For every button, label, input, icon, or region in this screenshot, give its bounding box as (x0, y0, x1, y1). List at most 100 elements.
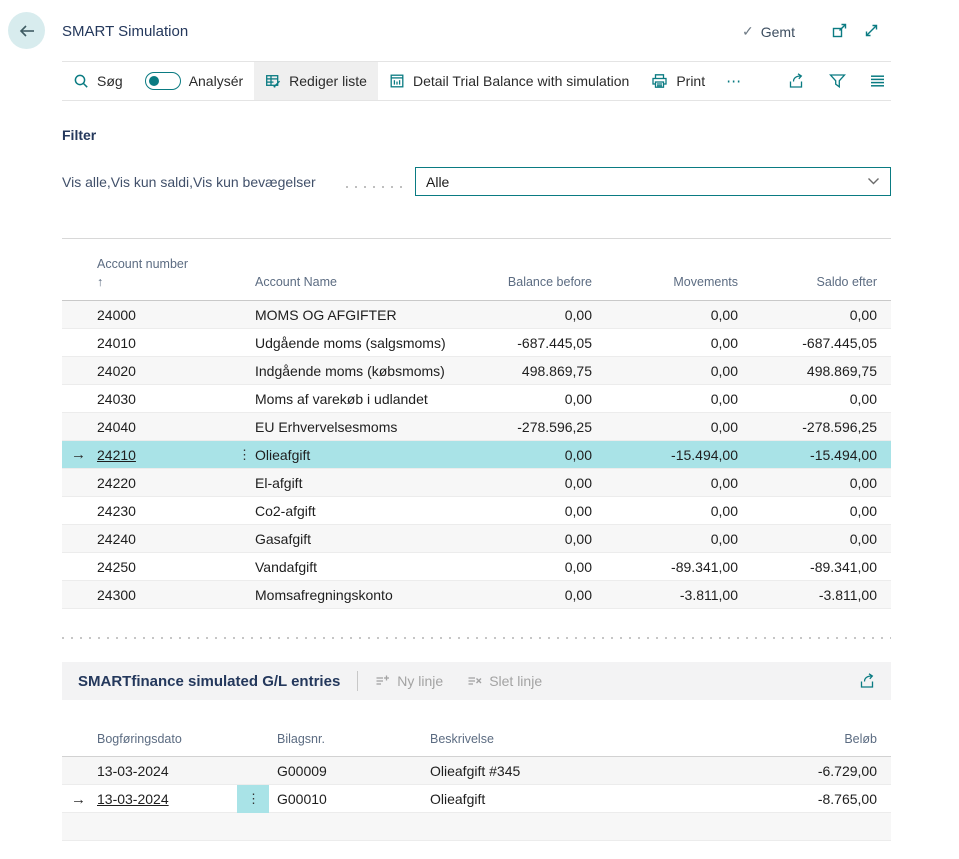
table-row[interactable]: → 24210 ⋮ Olieafgift 0,00 -15.494,00 -15… (62, 441, 891, 469)
panel-share-icon[interactable] (859, 673, 877, 689)
description-cell: Olieafgift #345 (430, 763, 662, 779)
balance-before-cell: 0,00 (447, 503, 592, 519)
account-number-cell[interactable]: 24230 (97, 503, 136, 519)
document-no-cell: G00009 (277, 763, 430, 779)
action-toolbar: Søg Analysér Rediger liste (62, 61, 891, 101)
table-row[interactable]: 24300 Momsafregningskonto 0,00 -3.811,00… (62, 581, 891, 609)
account-name-cell: Indgående moms (købsmoms) (255, 363, 447, 379)
table-row[interactable]: 24220 El-afgift 0,00 0,00 0,00 (62, 469, 891, 497)
row-context-menu-icon[interactable]: ⋮ (247, 791, 259, 807)
column-header-account-number[interactable]: Account number ↑ (97, 256, 255, 300)
column-header-balance-before[interactable]: Balance before (447, 274, 592, 301)
table-row[interactable]: 24040 EU Erhvervelsesmoms -278.596,25 0,… (62, 413, 891, 441)
share-icon[interactable] (788, 73, 806, 89)
analyze-toggle-group[interactable]: Analysér (134, 62, 254, 100)
filter-dropdown-value: Alle (426, 174, 449, 190)
column-header-saldo-efter[interactable]: Saldo efter (738, 274, 877, 301)
account-number-cell[interactable]: 24030 (97, 391, 136, 407)
saldo-efter-cell: -15.494,00 (738, 447, 877, 463)
entries-table-header: Bogføringsdato Bilagsnr. Beskrivelse Bel… (62, 700, 891, 757)
print-label: Print (676, 73, 705, 89)
saldo-efter-cell: 0,00 (738, 307, 877, 323)
movements-cell: -3.811,00 (592, 587, 738, 603)
table-row[interactable]: 24000 MOMS OG AFGIFTER 0,00 0,00 0,00 (62, 301, 891, 329)
back-button[interactable] (8, 12, 45, 49)
account-number-cell[interactable]: 24210 (97, 447, 136, 463)
balance-before-cell: 0,00 (447, 391, 592, 407)
balance-before-cell: 0,00 (447, 447, 592, 463)
account-number-cell[interactable]: 24250 (97, 559, 136, 575)
back-arrow-icon (17, 21, 37, 41)
printer-icon (651, 73, 668, 89)
expand-icon[interactable] (863, 22, 880, 39)
movements-cell: 0,00 (592, 307, 738, 323)
more-options-icon[interactable]: ⋯ (716, 72, 752, 90)
posting-date-cell[interactable]: 13-03-2024 (97, 791, 237, 807)
account-number-cell[interactable]: 24040 (97, 419, 136, 435)
account-name-cell: MOMS OG AFGIFTER (255, 307, 447, 323)
saldo-efter-cell: -89.341,00 (738, 559, 877, 575)
account-number-cell[interactable]: 24240 (97, 531, 136, 547)
document-no-cell: G00010 (277, 791, 430, 807)
column-header-belob[interactable]: Beløb (662, 731, 877, 757)
report-chart-icon (389, 73, 405, 89)
table-row[interactable]: 24010 Udgående moms (salgsmoms) -687.445… (62, 329, 891, 357)
column-header-bilagsnr[interactable]: Bilagsnr. (277, 731, 430, 757)
selected-row-arrow: → (62, 446, 97, 463)
table-row[interactable]: 24230 Co2-afgift 0,00 0,00 0,00 (62, 497, 891, 525)
amount-cell: -8.765,00 (662, 791, 877, 807)
account-number-cell[interactable]: 24220 (97, 475, 136, 491)
save-status: ✓ Gemt (742, 23, 795, 40)
balance-before-cell: 0,00 (447, 559, 592, 575)
list-view-icon[interactable] (869, 73, 886, 89)
column-header-movements[interactable]: Movements (592, 274, 738, 301)
table-row[interactable]: 24030 Moms af varekøb i udlandet 0,00 0,… (62, 385, 891, 413)
search-button[interactable]: Søg (62, 62, 134, 100)
balance-before-cell: 0,00 (447, 475, 592, 491)
table-row[interactable]: 24240 Gasafgift 0,00 0,00 0,00 (62, 525, 891, 553)
account-number-cell[interactable]: 24010 (97, 335, 136, 351)
movements-cell: 0,00 (592, 363, 738, 379)
saldo-efter-cell: -278.596,25 (738, 419, 877, 435)
account-number-cell[interactable]: 24020 (97, 363, 136, 379)
delete-line-button[interactable]: Slet linje (467, 673, 542, 689)
column-header-beskrivelse[interactable]: Beskrivelse (430, 731, 662, 757)
dotted-leader (346, 186, 408, 188)
filter-funnel-icon[interactable] (829, 73, 846, 89)
saldo-efter-cell: 0,00 (738, 531, 877, 547)
column-header-account-name[interactable]: Account Name (255, 274, 447, 301)
edit-list-button[interactable]: Rediger liste (254, 62, 378, 100)
entries-table-body: 13-03-2024 G00009 Olieafgift #345 -6.729… (62, 757, 891, 813)
balance-before-cell: 0,00 (447, 307, 592, 323)
table-row[interactable]: 13-03-2024 G00009 Olieafgift #345 -6.729… (62, 757, 891, 785)
row-context-menu-icon[interactable]: ⋮ (238, 447, 250, 463)
account-name-cell: El-afgift (255, 475, 447, 491)
movements-cell: 0,00 (592, 475, 738, 491)
account-name-cell: EU Erhvervelsesmoms (255, 419, 447, 435)
column-header-bogforingsdato[interactable]: Bogføringsdato (97, 731, 237, 757)
balance-before-cell: 498.869,75 (447, 363, 592, 379)
vertical-divider (357, 671, 358, 691)
account-number-cell[interactable]: 24300 (97, 587, 136, 603)
print-button[interactable]: Print (640, 62, 716, 100)
movements-cell: 0,00 (592, 531, 738, 547)
table-row[interactable]: 24020 Indgående moms (købsmoms) 498.869,… (62, 357, 891, 385)
report-button[interactable]: Detail Trial Balance with simulation (378, 62, 640, 100)
entries-panel-title: SMARTfinance simulated G/L entries (78, 673, 340, 690)
account-name-cell: Vandafgift (255, 559, 447, 575)
simulated-entries-panel: SMARTfinance simulated G/L entries Ny li… (62, 662, 891, 859)
account-number-cell[interactable]: 24000 (97, 307, 136, 323)
posting-date-cell[interactable]: 13-03-2024 (97, 763, 237, 779)
analyze-toggle[interactable] (145, 72, 181, 90)
table-row[interactable]: 24250 Vandafgift 0,00 -89.341,00 -89.341… (62, 553, 891, 581)
table-row[interactable]: → 13-03-2024 ⋮ G00010 Olieafgift -8.765,… (62, 785, 891, 813)
empty-row-filler (62, 813, 891, 841)
account-name-cell: Udgående moms (salgsmoms) (255, 335, 447, 351)
movements-cell: 0,00 (592, 391, 738, 407)
page-title: SMART Simulation (62, 23, 188, 40)
filter-dropdown[interactable]: Alle (415, 167, 891, 196)
accounts-table-body: 24000 MOMS OG AFGIFTER 0,00 0,00 0,00 24… (62, 301, 891, 609)
movements-cell: 0,00 (592, 503, 738, 519)
popout-window-icon[interactable] (831, 22, 848, 39)
new-line-button[interactable]: Ny linje (375, 673, 443, 689)
